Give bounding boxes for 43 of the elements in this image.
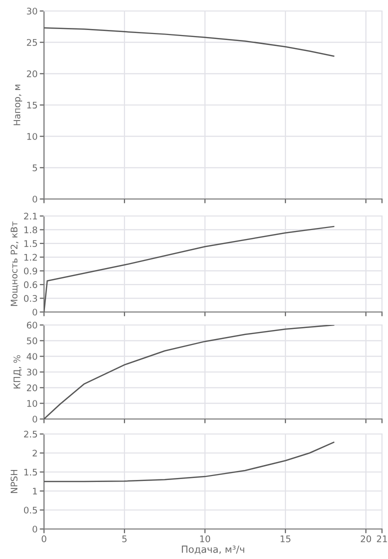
y-tick-label: 2.5 (24, 430, 37, 438)
line-series (44, 325, 334, 419)
x-tick-label: 10 (200, 535, 210, 542)
y-tick-label: 0.9 (24, 268, 38, 274)
y-tick-label: 0.5 (24, 506, 37, 514)
y-tick-label: 0.3 (24, 295, 38, 302)
x-tick-label: 0 (42, 535, 46, 542)
x-tick-label: 15 (280, 536, 290, 542)
y-axis-title: КПД, % (14, 355, 22, 388)
y-tick-label: 0 (32, 416, 38, 423)
x-tick-label: 5 (122, 536, 127, 542)
x-tick-label: 20 (360, 535, 372, 542)
y-tick-label: 10 (27, 400, 38, 407)
y-tick-label: 40 (26, 353, 38, 360)
y-tick-label: 10 (27, 133, 38, 140)
y-tick-label: 30 (26, 368, 38, 376)
y-tick-label: 50 (26, 337, 38, 344)
y-tick-label: 1.8 (24, 226, 38, 234)
y-tick-label: 1 (33, 488, 37, 494)
y-tick-label: 1.2 (24, 254, 37, 261)
y-tick-label: 5 (32, 164, 37, 172)
y-tick-label: 1.5 (24, 468, 37, 476)
y-tick-label: 0.6 (24, 281, 38, 288)
y-tick-label: 1.5 (24, 240, 37, 247)
y-axis-title: NPSH (10, 470, 18, 493)
y-tick-label: 15 (27, 102, 37, 109)
x-tick-label: 21 (376, 535, 387, 542)
line-series (44, 27, 334, 57)
line-series (44, 442, 334, 482)
y-axis-title: Напор, м (14, 84, 22, 126)
y-tick-label: 2.1 (24, 212, 37, 220)
line-series (44, 226, 334, 312)
y-tick-label: 20 (26, 70, 38, 78)
y-tick-label: 30 (26, 8, 38, 15)
y-tick-label: 20 (26, 384, 38, 392)
y-axis-title: Мощность P2, кВт (10, 222, 19, 306)
y-tick-label: 0 (32, 308, 38, 316)
x-axis-title: Подача, м³/ч (182, 546, 244, 554)
y-tick-label: 25 (26, 39, 37, 46)
y-tick-label: 0 (32, 196, 38, 203)
y-tick-label: 60 (26, 322, 38, 329)
y-tick-label: 2 (32, 450, 37, 456)
y-tick-label: 0 (32, 526, 38, 533)
